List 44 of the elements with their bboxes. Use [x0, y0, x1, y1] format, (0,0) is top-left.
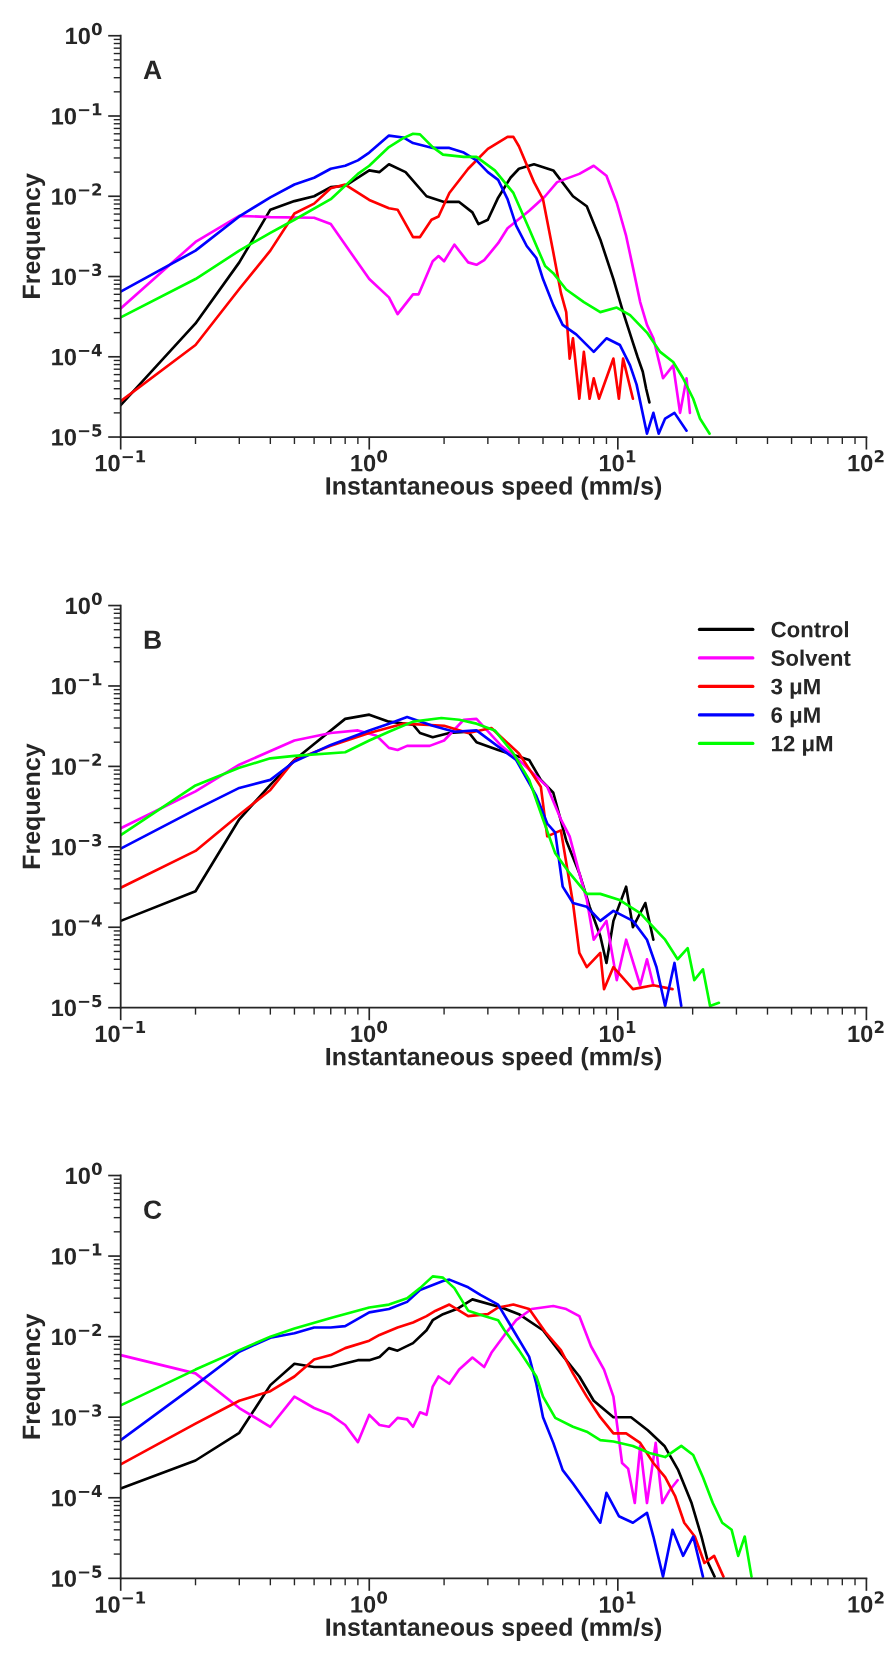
y-tick-label: 10$^{−1}$: [52, 673, 102, 695]
x-tick-label: 10$^{1}$: [599, 1591, 636, 1613]
y-axis-title: Frequency: [22, 1313, 46, 1439]
x-tick-label: 10$^{2}$: [848, 450, 884, 472]
x-tick-label: 10$^{0}$: [351, 450, 388, 472]
y-tick-label: 10$^{−5}$: [52, 994, 102, 1017]
x-tick-label: 10$^{0}$: [351, 1020, 388, 1043]
x-tick-label: 10$^{1}$: [599, 450, 636, 472]
annotation: C: [144, 1200, 162, 1220]
y-tick-label: 10$^{−2}$: [52, 1323, 102, 1346]
x-tick-label: 10$^{−1}$: [95, 450, 146, 472]
annotation: A: [143, 60, 162, 79]
y-tick-label: 10$^{−3}$: [52, 833, 102, 856]
x-axis-title: Instantaneous speed (mm/s): [326, 1617, 662, 1641]
y-tick-label: 10$^{0}$: [66, 1162, 102, 1185]
x-tick-label: 10$^{1}$: [599, 1020, 636, 1043]
y-tick-label: 10$^{0}$: [66, 22, 102, 45]
y-tick-label: 10$^{−1}$: [52, 103, 102, 125]
x-tick-label: 10$^{2}$: [848, 1591, 884, 1613]
y-axis-title: Frequency: [22, 173, 46, 298]
y-tick-label: 10$^{0}$: [66, 592, 102, 615]
x-axis-title: Instantaneous speed (mm/s): [326, 1047, 662, 1071]
legend-label: 12 μM: [771, 735, 833, 756]
y-tick-label: 10$^{−4}$: [52, 914, 102, 936]
y-tick-label: 10$^{−4}$: [52, 1485, 102, 1507]
y-tick-label: 10$^{−2}$: [52, 753, 102, 775]
legend-label: 6 μM: [771, 707, 820, 728]
y-tick-label: 10$^{−2}$: [52, 183, 102, 205]
y-tick-label: 10$^{−5}$: [52, 424, 102, 446]
x-tick-label: 10$^{−1}$: [95, 1591, 146, 1613]
y-tick-label: 10$^{−3}$: [52, 263, 102, 286]
y-tick-label: 10$^{−5}$: [52, 1565, 102, 1587]
x-tick-label: 10$^{−1}$: [95, 1020, 146, 1043]
y-tick-label: 10$^{−4}$: [52, 344, 102, 366]
y-axis-title: Frequency: [22, 743, 46, 869]
legend-label: Control: [771, 621, 849, 638]
legend-label: 3 μM: [771, 678, 820, 699]
x-tick-label: 10$^{2}$: [848, 1020, 884, 1043]
y-tick-label: 10$^{−1}$: [52, 1243, 102, 1265]
y-tick-label: 10$^{−3}$: [52, 1404, 102, 1426]
legend-label: Solvent: [771, 649, 851, 666]
annotation: B: [144, 630, 161, 649]
x-axis-title: Instantaneous speed (mm/s): [326, 476, 662, 500]
x-tick-label: 10$^{0}$: [351, 1591, 388, 1613]
